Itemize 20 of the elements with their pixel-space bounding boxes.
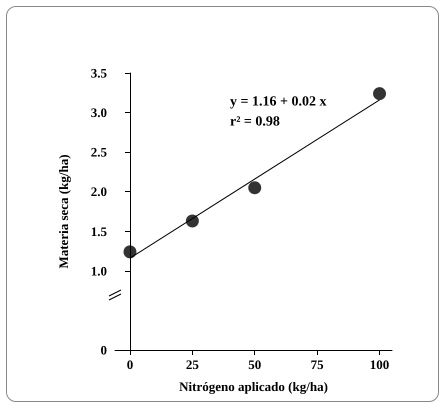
point	[248, 181, 262, 194]
y-tick-label: 1.0	[90, 263, 107, 278]
y-tick-label: 2.0	[90, 184, 107, 200]
x-tick-label: 50	[248, 357, 262, 372]
x-axis-title: Nitrógeno aplicado (kg/ha)	[179, 379, 328, 394]
x-tick-label: 100	[370, 357, 390, 372]
annotation: r² = 0.98	[230, 114, 280, 130]
x-tick-label: 25	[186, 357, 200, 372]
y-tick-label: 1.5	[90, 224, 108, 239]
x-tick-label: 75	[310, 357, 324, 372]
y-tick-label: 0	[100, 342, 107, 358]
y-tick-label: 3.0	[90, 105, 107, 120]
point	[373, 87, 386, 100]
y-tick-label: 2.5	[90, 144, 108, 160]
annotation: y = 1.16 + 0.02 x	[230, 94, 326, 110]
y-tick-label: 3.5	[90, 66, 108, 80]
point	[123, 245, 136, 258]
x-tick-label: 0	[126, 357, 134, 372]
point	[186, 214, 199, 228]
y-axis-title: Materia seca (kg/ha)	[56, 154, 71, 269]
